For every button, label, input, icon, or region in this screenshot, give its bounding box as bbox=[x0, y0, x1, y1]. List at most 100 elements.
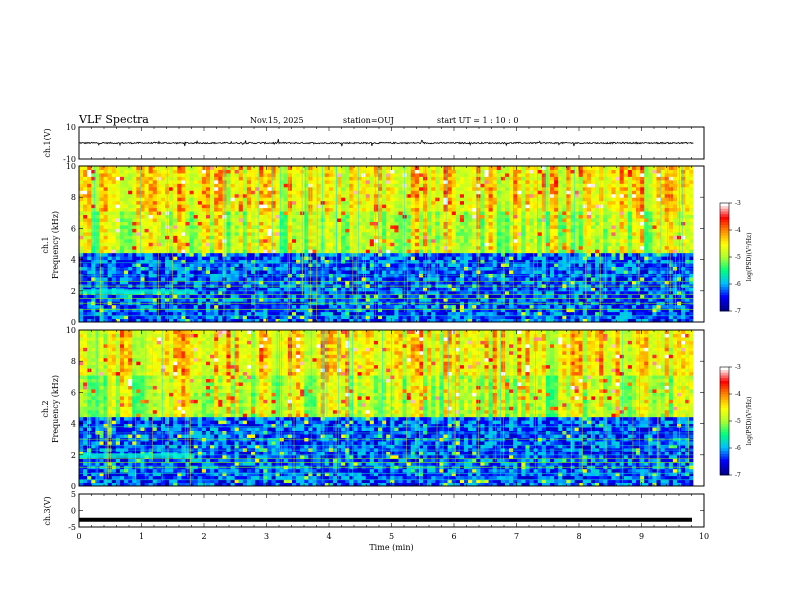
spectrogram-cell bbox=[279, 315, 285, 320]
spectrogram-cell bbox=[509, 259, 514, 264]
spectrogram-cell bbox=[193, 204, 199, 209]
spectrogram-cell bbox=[296, 224, 301, 229]
spectrogram-cell bbox=[488, 166, 494, 170]
spectrogram-cell bbox=[500, 245, 506, 250]
spectrogram-cell bbox=[246, 280, 252, 285]
spectrogram-cell bbox=[173, 280, 178, 285]
spectrogram-cell bbox=[365, 221, 371, 226]
spectrogram-cell bbox=[484, 218, 490, 222]
spectrogram-cell bbox=[136, 193, 141, 198]
spectrogram-cell bbox=[132, 242, 137, 247]
spectrogram-cell bbox=[124, 315, 129, 320]
spectrogram-cell bbox=[414, 214, 420, 219]
spectrogram-cell bbox=[455, 224, 461, 229]
spectrogram-cell bbox=[234, 197, 240, 202]
spectrogram-cell bbox=[513, 280, 518, 285]
spectrogram-cell bbox=[103, 263, 109, 268]
spectrogram-cell bbox=[509, 231, 514, 236]
spectrogram-cell bbox=[197, 304, 203, 309]
spectrogram-cell bbox=[160, 249, 166, 254]
spectrogram-cell bbox=[382, 207, 387, 212]
spectrogram-cell bbox=[431, 224, 436, 229]
spectrogram-cell bbox=[214, 228, 219, 233]
spectrogram-cell bbox=[271, 183, 277, 188]
spectrogram-cell bbox=[418, 294, 424, 299]
spectrogram-cell bbox=[132, 308, 137, 313]
spectrogram-cell bbox=[160, 207, 166, 212]
spectrogram-cell bbox=[459, 263, 465, 268]
spectrogram-cell bbox=[361, 228, 367, 233]
spectrogram-cell bbox=[160, 224, 166, 229]
spectrogram-cell bbox=[488, 204, 494, 209]
spectrogram-cell bbox=[492, 186, 498, 191]
spectrogram-cell bbox=[369, 263, 375, 268]
spectrogram-cell bbox=[418, 214, 424, 219]
spectrogram-cell bbox=[435, 190, 440, 195]
spectrogram-cell bbox=[91, 176, 96, 181]
spectrogram-cell bbox=[468, 214, 473, 219]
spectrogram-cell bbox=[136, 207, 141, 212]
spectrogram-cell bbox=[386, 193, 391, 198]
spectrogram-cell bbox=[259, 280, 264, 285]
spectrogram-cell bbox=[439, 287, 445, 292]
spectrogram-cell bbox=[406, 200, 412, 205]
spectrogram-cell bbox=[173, 221, 178, 226]
spectrogram-cell bbox=[255, 315, 260, 320]
spectrogram-cell bbox=[373, 176, 379, 181]
spectrogram-cell bbox=[169, 238, 174, 243]
spectrogram-cell bbox=[328, 297, 334, 302]
spectrogram-cell bbox=[83, 280, 88, 285]
spectrogram-cell bbox=[410, 252, 416, 257]
spectrogram-cell bbox=[361, 270, 367, 274]
spectrogram-cell bbox=[128, 228, 133, 233]
spectrogram-cell bbox=[410, 256, 416, 261]
spectrogram-cell bbox=[328, 231, 334, 236]
spectrogram-cell bbox=[480, 172, 485, 177]
spectrogram-cell bbox=[361, 249, 367, 254]
spectrogram-cell bbox=[427, 294, 432, 299]
spectrogram-cell bbox=[177, 169, 182, 174]
spectrogram-cell bbox=[140, 218, 146, 222]
spectrogram-cell bbox=[185, 238, 191, 243]
spectrogram-cell bbox=[365, 318, 371, 323]
spectrogram-cell bbox=[439, 263, 445, 268]
spectrogram-cell bbox=[83, 172, 88, 177]
spectrogram-cell bbox=[87, 200, 92, 205]
spectrogram-cell bbox=[386, 186, 391, 191]
spectrogram-cell bbox=[414, 297, 420, 302]
spectrogram-cell bbox=[177, 186, 182, 191]
spectrogram-cell bbox=[394, 214, 399, 219]
spectrogram-cell bbox=[517, 311, 522, 316]
spectrogram-cell bbox=[201, 218, 207, 222]
spectrogram-cell bbox=[259, 169, 264, 174]
spectrogram-cell bbox=[214, 276, 219, 281]
spectrogram-cell bbox=[128, 280, 133, 285]
spectrogram-cell bbox=[431, 266, 436, 271]
spectrogram-cell bbox=[79, 315, 84, 320]
spectrogram-cell bbox=[218, 280, 223, 285]
spectrogram-cell bbox=[398, 308, 404, 313]
spectrogram-cell bbox=[517, 207, 522, 212]
spectrogram-cell bbox=[87, 308, 92, 313]
spectrogram-cell bbox=[111, 252, 117, 257]
spectrogram-cell bbox=[390, 221, 395, 226]
spectrogram-cell bbox=[361, 231, 367, 236]
spectrogram-cell bbox=[173, 211, 178, 216]
spectrogram-cell bbox=[414, 315, 420, 320]
spectrogram-cell bbox=[517, 224, 522, 229]
spectrogram-cell bbox=[447, 218, 453, 222]
spectrogram-cell bbox=[148, 221, 154, 226]
spectrogram-cell bbox=[91, 211, 96, 216]
spectrogram-cell bbox=[447, 270, 453, 274]
spectrogram-cell bbox=[451, 218, 457, 222]
spectrogram-cell bbox=[148, 176, 154, 181]
spectrogram-cell bbox=[205, 169, 211, 174]
spectrogram-cell bbox=[386, 200, 391, 205]
spectrogram-cell bbox=[500, 238, 506, 243]
spectrogram-cell bbox=[341, 290, 346, 295]
spectrogram-cell bbox=[79, 228, 84, 233]
spectrogram-cell bbox=[193, 315, 199, 320]
spectrogram-cell bbox=[193, 179, 199, 184]
spectrogram-cell bbox=[320, 297, 326, 302]
spectrogram-cell bbox=[140, 256, 146, 261]
